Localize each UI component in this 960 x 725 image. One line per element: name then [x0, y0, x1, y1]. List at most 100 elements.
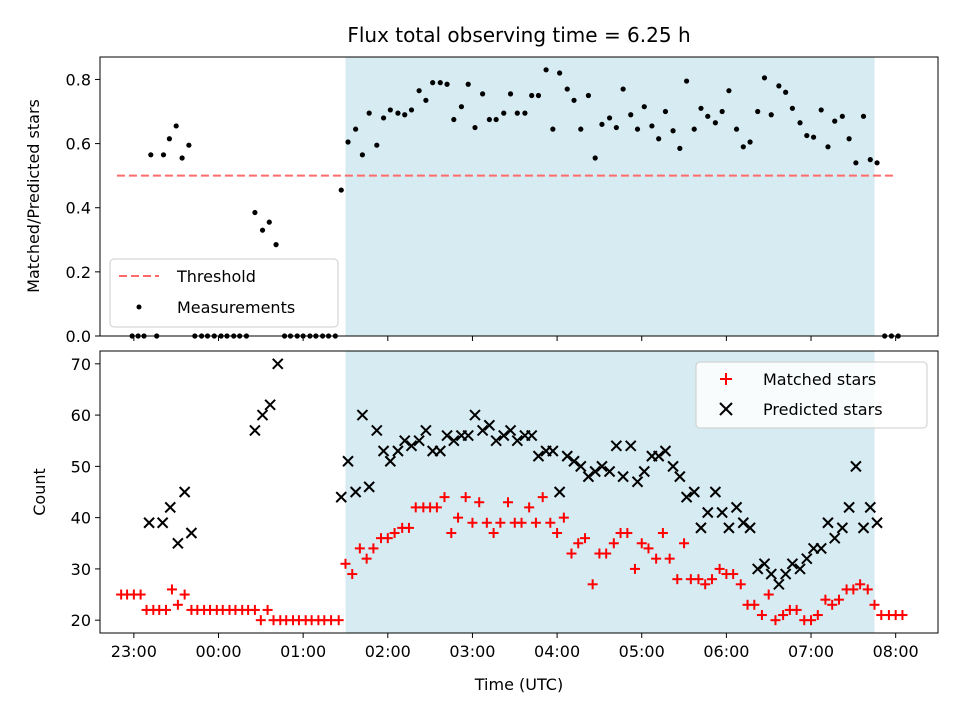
matched-point: [262, 604, 273, 615]
predicted-point: [462, 429, 474, 442]
predicted-point: [716, 506, 728, 519]
predicted-point: [843, 501, 855, 514]
predicted-point: [822, 517, 834, 529]
top-y-axis-label: Matched/Predicted stars: [24, 99, 43, 293]
matched-point: [862, 584, 873, 595]
matched-point: [848, 584, 859, 595]
matched-point: [770, 615, 781, 626]
matched-point: [516, 517, 527, 528]
predicted-point: [490, 435, 502, 447]
measurement-point: [266, 219, 272, 225]
x-tick-label: 08:00: [873, 642, 919, 661]
series-predicted-stars: [143, 358, 883, 590]
measurement-point: [550, 126, 556, 132]
predicted-point: [384, 455, 397, 467]
x-tick-label: 02:00: [365, 642, 411, 661]
matched-point: [791, 604, 802, 615]
predicted-point: [652, 450, 665, 462]
matched-point: [833, 594, 844, 605]
threshold-legend-label: Threshold: [176, 267, 256, 286]
y-tick-label: 30: [71, 560, 91, 579]
matched-legend-swatch: [720, 373, 732, 385]
measurement-point: [465, 81, 471, 87]
matched-point: [467, 517, 478, 528]
predicted-point: [469, 409, 481, 421]
measurement-point: [359, 152, 366, 158]
plot-frame: [99, 56, 939, 337]
measurement-point: [662, 108, 669, 115]
matched-point: [166, 584, 177, 595]
matched-point: [679, 538, 690, 549]
matched-point: [552, 528, 563, 539]
measurements-legend-swatch: [136, 304, 142, 310]
predicted-point: [249, 424, 261, 437]
predicted-point: [751, 563, 764, 575]
x-tick-label: 04:00: [534, 642, 580, 661]
measurement-point: [740, 144, 746, 150]
predicted-point: [504, 424, 517, 437]
x-tick-label: 23:00: [111, 642, 157, 661]
predicted-point: [603, 465, 616, 478]
predicted-point: [561, 450, 573, 462]
measurement-point: [874, 160, 880, 166]
bottom-legend: Matched stars Predicted stars: [695, 361, 928, 429]
matched-point: [573, 538, 584, 549]
predicted-point: [532, 450, 545, 462]
matched-point: [255, 615, 266, 626]
measurement-point: [514, 110, 520, 116]
predicted-point: [850, 460, 862, 473]
measurement-point: [543, 67, 549, 73]
matched-point: [566, 548, 577, 559]
matched-point: [382, 533, 393, 544]
measurement-point: [486, 116, 492, 123]
predicted-point: [794, 563, 806, 575]
matched-point: [728, 569, 739, 580]
predicted-point: [709, 486, 722, 498]
measurement-point: [825, 144, 831, 150]
predicted-point: [185, 527, 198, 539]
predicted-point: [483, 419, 496, 432]
predicted-point: [773, 578, 785, 590]
x-tick-label: 00:00: [195, 642, 241, 661]
measurement-point: [557, 70, 563, 76]
matched-point: [714, 563, 725, 574]
top-legend: Threshold Measurements: [109, 258, 339, 328]
measurement-point: [733, 126, 740, 132]
measurement-point: [273, 242, 279, 248]
shaded-observing-region: [345, 57, 875, 336]
predicted-point: [172, 537, 184, 549]
measurement-point: [853, 160, 859, 166]
matched-point: [580, 533, 591, 544]
predicted-point: [349, 486, 362, 498]
matched-point: [530, 517, 541, 528]
predicted-point: [744, 522, 756, 534]
measurement-point: [451, 116, 457, 123]
x-tick-label: 01:00: [280, 642, 326, 661]
measurement-point: [761, 75, 768, 81]
predicted-point: [413, 435, 425, 447]
measurement-point: [846, 136, 852, 142]
measurement-point: [252, 209, 258, 216]
matched-point: [488, 528, 499, 539]
matched-point: [368, 543, 379, 554]
matched-point: [601, 548, 612, 559]
y-tick-label: 60: [71, 406, 91, 425]
matched-point: [340, 558, 351, 569]
predicted-point: [264, 399, 276, 411]
measurement-point: [430, 80, 436, 86]
predicted-point: [256, 409, 269, 421]
matched-point: [537, 492, 548, 503]
measurement-point: [345, 139, 351, 145]
matched-point: [827, 599, 838, 610]
predicted-point: [356, 409, 369, 421]
measurement-point: [747, 139, 753, 145]
measurement-point: [684, 78, 690, 84]
measurement-point: [606, 115, 613, 121]
y-tick-label: 20: [71, 611, 91, 630]
predicted-point: [178, 486, 191, 498]
matched-point: [545, 517, 556, 528]
measurement-point: [839, 113, 845, 119]
measurement-point: [719, 108, 725, 115]
measurement-point: [649, 123, 655, 129]
predicted-point: [836, 522, 849, 534]
